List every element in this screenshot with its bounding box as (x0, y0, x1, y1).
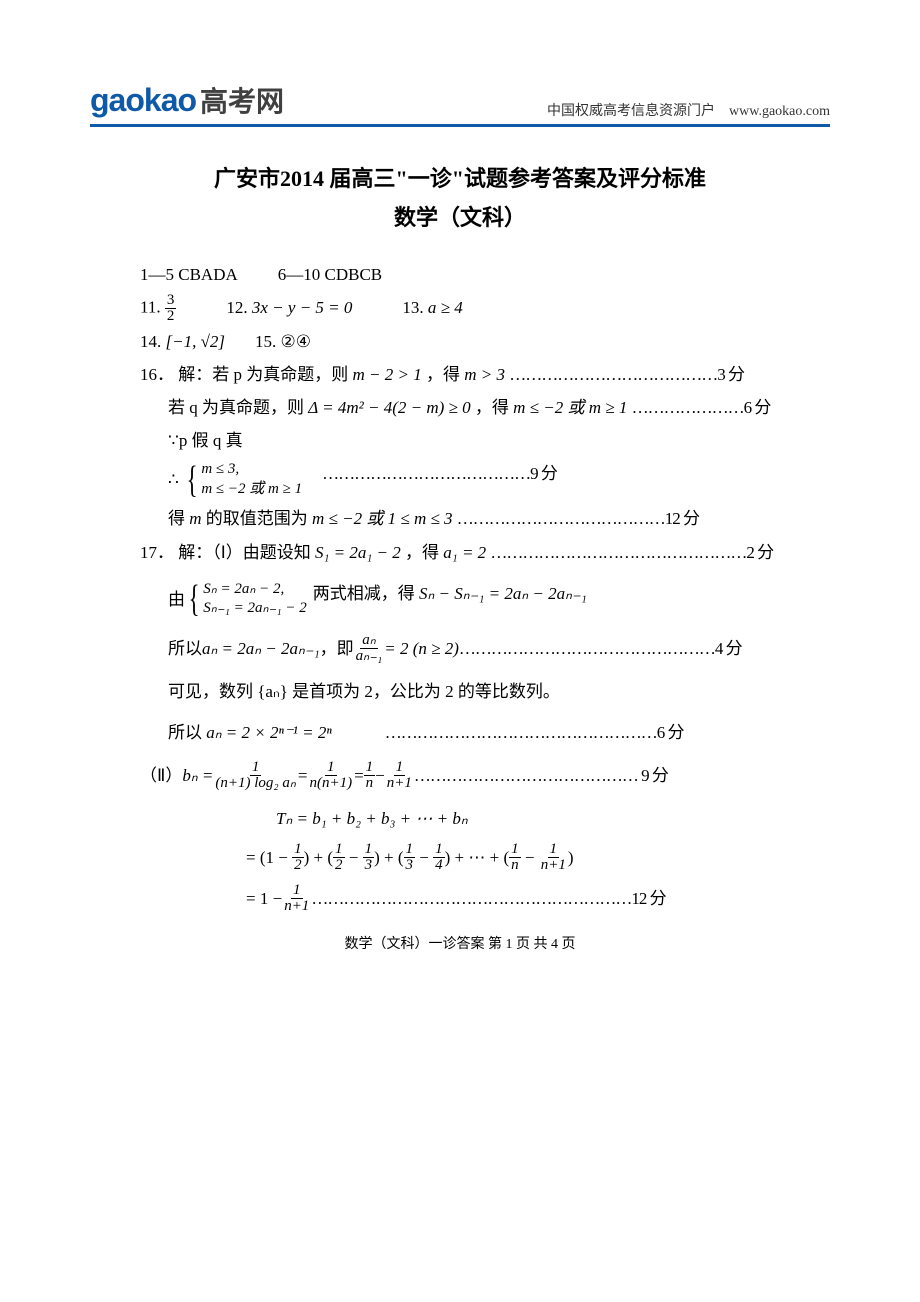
q17-l4: 可见，数列 {aₙ} 是首项为 2，公比为 2 的等比数列。 (140, 678, 780, 705)
q17-l6: （Ⅱ） bₙ = 1 (n+1) log₂ aₙ = 1 n(n+1) = 1 … (140, 760, 780, 791)
brace-icon: { (187, 465, 198, 495)
brace-icon: { (189, 584, 200, 614)
q17-l3: 所以 aₙ = 2aₙ − 2aₙ₋₁ ，即 aₙ aₙ₋₁ = 2 (n ≥ … (140, 633, 780, 664)
q11-13-row: 11. 3 2 12. 3x − y − 5 = 0 13. a ≥ 4 (140, 293, 780, 324)
q16-l1: 16． 解：若 p 为真命题，则 m − 2 > 1 ，得 m > 3 …………… (140, 361, 780, 388)
q16-l2: 若 q 为真命题，则 Δ = 4m² − 4(2 − m) ≥ 0 ，得 m ≤… (140, 394, 780, 421)
logo-latin: gaokao (90, 82, 196, 119)
mc-row: 1—5 CBADA 6—10 CDBCB (140, 261, 780, 288)
page-container: gaokao 高考网 中国权威高考信息资源门户 www.gaokao.com 广… (0, 0, 920, 1302)
q17-l2: 由 { Sₙ = 2aₙ − 2, Sₙ₋₁ = 2aₙ₋₁ − 2 两式相减，… (140, 580, 780, 619)
header-right-cn: 中国权威高考信息资源门户 (547, 104, 715, 119)
q15: 15. ②④ (255, 328, 311, 355)
logo-cn: 高考网 (200, 80, 284, 120)
q14-15-row: 14. [−1, √2] 15. ②④ (140, 328, 780, 355)
q17-l8: = (1 − 12 ) + ( 12 − 13 ) + ( 13 − 14 ) … (246, 842, 780, 873)
logo: gaokao 高考网 (90, 80, 284, 120)
mc-a: 1—5 CBADA (140, 261, 238, 288)
page-footer: 数学（文科）一诊答案 第 1 页 共 4 页 (140, 934, 780, 956)
header-right: 中国权威高考信息资源门户 www.gaokao.com (547, 100, 830, 120)
q17-l7: Tₙ = b₁ + b₂ + b₃ + ⋯ + bₙ (230, 805, 780, 832)
q17-l1: 17． 解：（Ⅰ）由题设知 S₁ = 2a₁ − 2 ，得 a₁ = 2 ………… (140, 539, 780, 566)
q14: 14. [−1, √2] (140, 328, 225, 355)
q11-frac: 3 2 (165, 293, 177, 324)
q17-l9: = 1 − 1 n+1 ……………………………………………………12 分 (246, 883, 780, 914)
q16-l3: ∵p 假 q 真 (140, 427, 780, 454)
content: 广安市2014 届高三"一诊"试题参考答案及评分标准 数学（文科） 1—5 CB… (90, 127, 830, 957)
q16-l4: ∴ { m ≤ 3, m ≤ −2 或 m ≥ 1 …………………………………9… (140, 460, 780, 499)
subtitle: 数学（文科） (140, 200, 780, 235)
q17-l5: 所以 aₙ = 2 × 2ⁿ⁻¹ = 2ⁿ ……………………………………………6… (140, 719, 780, 746)
q16-l5: 得 m 的取值范围为 m ≤ −2 或 1 ≤ m ≤ 3 …………………………… (140, 505, 780, 532)
header-right-url: www.gaokao.com (729, 104, 830, 119)
mc-b: 6—10 CDBCB (278, 261, 382, 288)
q12: 12. 3x − y − 5 = 0 (226, 294, 352, 321)
q13: 13. a ≥ 4 (402, 294, 462, 321)
q11: 11. 3 2 (140, 293, 176, 324)
header: gaokao 高考网 中国权威高考信息资源门户 www.gaokao.com (90, 60, 830, 120)
title: 广安市2014 届高三"一诊"试题参考答案及评分标准 (140, 161, 780, 196)
